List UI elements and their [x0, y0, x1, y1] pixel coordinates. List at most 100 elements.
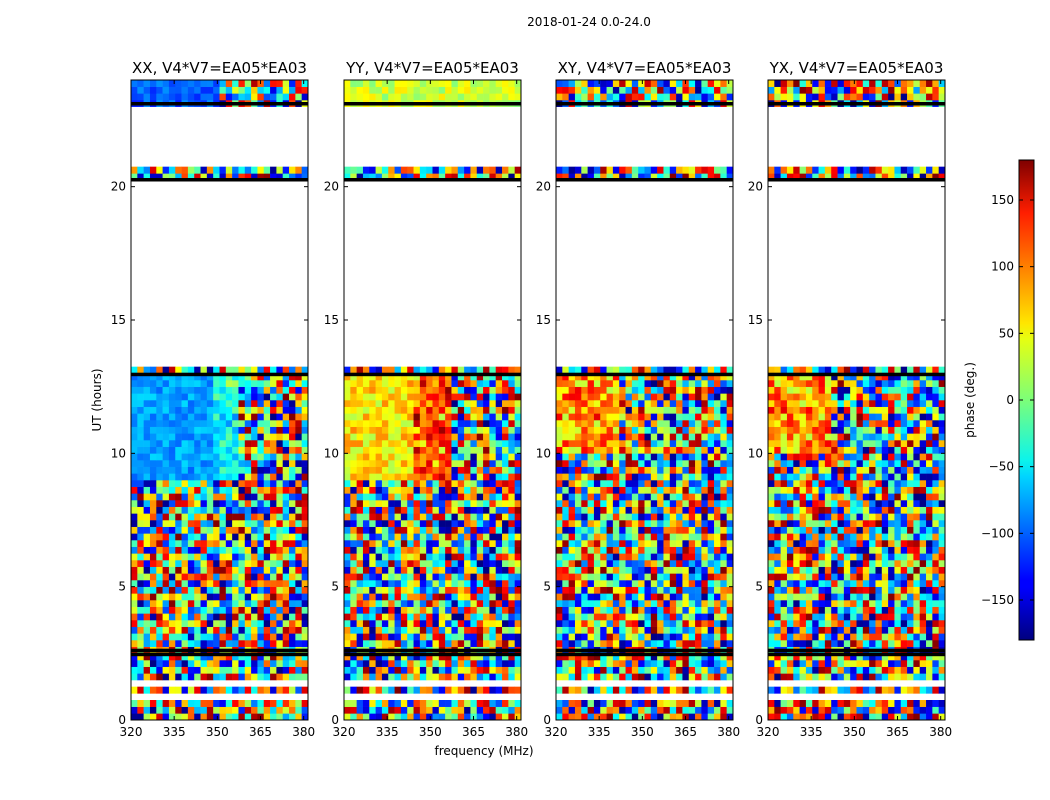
- heatmap-cell: [556, 453, 563, 461]
- heatmap-cell: [701, 660, 709, 667]
- heatmap-cell: [162, 173, 170, 181]
- heatmap-cell: [483, 86, 490, 94]
- heatmap-cell: [282, 620, 290, 627]
- heatmap-cell: [282, 560, 290, 567]
- heatmap-cell: [356, 386, 364, 394]
- heatmap-cell: [606, 440, 614, 447]
- heatmap-cell: [676, 613, 683, 621]
- heatmap-cell: [612, 513, 620, 521]
- heatmap-cell: [669, 500, 677, 507]
- heatmap-cell: [457, 366, 465, 374]
- heatmap-cell: [356, 580, 364, 587]
- heatmap-cell: [574, 380, 582, 387]
- heatmap-cell: [289, 520, 296, 527]
- heatmap-cell: [612, 606, 620, 614]
- heatmap-cell: [726, 466, 734, 474]
- heatmap-cell: [619, 673, 626, 681]
- heatmap-cell: [619, 500, 626, 507]
- heatmap-cell: [562, 393, 569, 401]
- heatmap-cell: [251, 566, 258, 574]
- heatmap-cell: [625, 173, 633, 181]
- heatmap-cell: [650, 586, 658, 594]
- heatmap-cell: [413, 80, 421, 87]
- heatmap-cell: [194, 713, 201, 721]
- heatmap-cell: [225, 493, 233, 501]
- heatmap-cell: [175, 493, 182, 501]
- heatmap-cell: [200, 553, 208, 561]
- heatmap-cell: [394, 473, 402, 481]
- heatmap-cell: [676, 540, 683, 547]
- heatmap-cell: [282, 440, 290, 447]
- heatmap-cell: [657, 560, 664, 567]
- heatmap-cell: [263, 386, 271, 394]
- heatmap-cell: [232, 366, 239, 374]
- heatmap-cell: [301, 80, 309, 87]
- heatmap-cell: [131, 593, 138, 601]
- heatmap-cell: [644, 633, 652, 641]
- heatmap-cell: [483, 460, 490, 467]
- heatmap-cell: [200, 480, 208, 487]
- heatmap-cell: [869, 713, 876, 721]
- heatmap-cell: [644, 713, 652, 721]
- heatmap-cell: [619, 600, 626, 607]
- heatmap-cell: [612, 426, 620, 434]
- heatmap-cell: [301, 620, 309, 627]
- heatmap-cell: [562, 633, 569, 641]
- heatmap-cell: [375, 713, 383, 721]
- heatmap-cell: [676, 700, 683, 707]
- heatmap-cell: [774, 700, 781, 707]
- heatmap-cell: [489, 573, 497, 581]
- heatmap-cell: [587, 620, 595, 627]
- heatmap-cell: [657, 166, 664, 174]
- heatmap-cell: [394, 486, 402, 494]
- heatmap-cell: [714, 380, 721, 387]
- heatmap-cell: [495, 446, 503, 454]
- heatmap-cell: [476, 393, 484, 401]
- heatmap-cell: [181, 566, 189, 574]
- heatmap-cell: [426, 393, 433, 401]
- heatmap-cell: [581, 713, 588, 721]
- heatmap-cell: [263, 433, 271, 441]
- heatmap-cell: [289, 93, 296, 101]
- heatmap-cell: [574, 606, 582, 614]
- heatmap-cell: [219, 366, 227, 374]
- heatmap-cell: [432, 80, 440, 87]
- heatmap-cell: [676, 553, 683, 561]
- heatmap-cell: [438, 93, 446, 101]
- heatmap-cell: [669, 400, 677, 407]
- heatmap-cell: [657, 660, 664, 667]
- heatmap-cell: [168, 440, 176, 447]
- heatmap-cell: [489, 520, 497, 527]
- heatmap-cell: [419, 666, 427, 674]
- heatmap-cell: [131, 573, 138, 581]
- heatmap-cell: [175, 586, 182, 594]
- heatmap-cell: [301, 566, 309, 574]
- heatmap-cell: [669, 373, 677, 381]
- heatmap-cell: [669, 573, 677, 581]
- heatmap-cell: [244, 580, 252, 587]
- heatmap-cell: [556, 486, 563, 494]
- heatmap-cell: [244, 380, 252, 387]
- heatmap-cell: [476, 373, 484, 381]
- heatmap-cell: [137, 513, 144, 521]
- heatmap-cell: [194, 486, 201, 494]
- heatmap-cell: [625, 480, 633, 487]
- heatmap-cell: [714, 466, 721, 474]
- heatmap-cell: [707, 393, 715, 401]
- heatmap-cell: [175, 446, 182, 454]
- heatmap-cell: [581, 440, 588, 447]
- heatmap-cell: [663, 653, 671, 661]
- heatmap-cell: [413, 386, 421, 394]
- heatmap-cell: [508, 520, 515, 527]
- heatmap-cell: [426, 660, 433, 667]
- heatmap-cell: [426, 440, 433, 447]
- heatmap-cell: [213, 386, 220, 394]
- heatmap-cell: [581, 173, 588, 181]
- heatmap-cell: [805, 706, 813, 714]
- heatmap-cell: [663, 660, 671, 667]
- heatmap-cell: [187, 93, 195, 101]
- heatmap-cell: [149, 480, 157, 487]
- heatmap-cell: [426, 486, 433, 494]
- heatmap-cell: [187, 433, 195, 441]
- heatmap-cell: [257, 460, 265, 467]
